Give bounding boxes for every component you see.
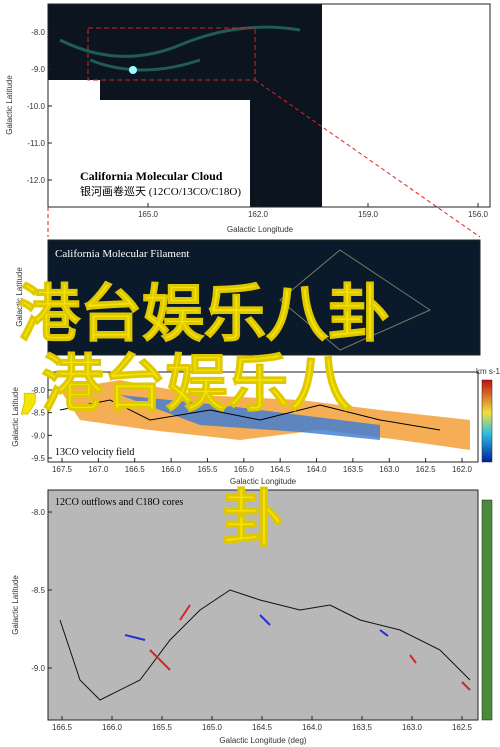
x-tick-label: 166.0: [102, 723, 123, 732]
x-tick-label: 165.0: [138, 210, 159, 219]
y-tick-label: -9.5: [31, 454, 45, 463]
contour: [59, 589, 471, 701]
x-tick-label: 165.0: [234, 465, 255, 474]
x-tick-label: 166.5: [52, 723, 73, 732]
zoom-box: [87, 27, 256, 81]
axes-frame: [47, 239, 481, 356]
y-tick-label: -8.0: [31, 386, 45, 395]
x-tick-label: 163.0: [379, 465, 400, 474]
overlay-text: 卦: [222, 482, 284, 555]
y-tick-label: -9.0: [31, 664, 45, 673]
y-tick-label: -12.0: [27, 176, 46, 185]
x-tick-label: 165.0: [202, 723, 223, 732]
y-tick-label: -9.0: [31, 431, 45, 440]
panel-bg: [48, 490, 478, 720]
panel-title: California Molecular Cloud: [80, 169, 223, 183]
emission: [59, 25, 301, 72]
colorbar: [481, 499, 493, 721]
y-tick-label: -8.5: [31, 409, 45, 418]
x-tick-label: 164.5: [270, 465, 291, 474]
y-label: Galactic Latitude: [11, 387, 20, 447]
axes-frame: [47, 371, 479, 463]
x-tick-label: 165.5: [197, 465, 218, 474]
y-tick-label: -8.5: [31, 586, 45, 595]
emission: [129, 66, 137, 74]
x-tick-label: 162.5: [416, 465, 437, 474]
colorbar-label: km s-1: [476, 367, 500, 376]
x-tick-label: 162.5: [452, 723, 473, 732]
x-tick-label: 164.0: [307, 465, 328, 474]
y-label: Galactic Latitude: [5, 75, 14, 135]
colorbar: [481, 379, 493, 463]
x-tick-label: 164.0: [302, 723, 323, 732]
panel-title: California Molecular Filament: [55, 248, 189, 260]
x-tick-label: 163.0: [402, 723, 423, 732]
x-tick-label: 156.0: [468, 210, 489, 219]
x-label: Galactic Longitude: [227, 225, 294, 234]
y-tick-label: -10.0: [27, 102, 46, 111]
panel-title: 12CO outflows and C18O cores: [55, 497, 183, 508]
x-tick-label: 165.5: [152, 723, 173, 732]
x-tick-label: 159.0: [358, 210, 379, 219]
outflow: [124, 614, 389, 641]
zoom-line: [254, 79, 481, 238]
region: [279, 249, 432, 351]
x-tick-label: 163.5: [343, 465, 364, 474]
x-tick-label: 167.5: [52, 465, 73, 474]
outflow: [149, 604, 471, 691]
x-tick-label: 164.5: [252, 723, 273, 732]
x-tick-label: 162.0: [248, 210, 269, 219]
panel-subtitle: 银河画卷巡天 (12CO/13CO/C18O): [80, 184, 241, 198]
y-label: Galactic Latitude: [15, 267, 24, 327]
x-tick-label: 167.0: [88, 465, 109, 474]
contour: [59, 399, 441, 431]
overlay-text: ,港台娱乐八: [18, 347, 353, 420]
y-tick-label: -9.0: [31, 65, 45, 74]
y-label: Galactic Latitude: [11, 575, 20, 635]
x-tick-label: 162.0: [452, 465, 473, 474]
axes-frame: [47, 489, 479, 721]
y-tick-label: -11.0: [27, 139, 45, 148]
y-tick-label: -8.0: [31, 508, 45, 517]
y-tick-label: -8.0: [31, 28, 45, 37]
x-tick-label: 166.0: [161, 465, 182, 474]
map-image: [48, 240, 480, 355]
x-tick-label: 163.5: [352, 723, 373, 732]
panel-title: 13CO velocity field: [55, 447, 134, 458]
x-tick-label: 166.5: [125, 465, 146, 474]
x-label: Galactic Longitude: [230, 477, 297, 486]
x-label: Galactic Longitude (deg): [219, 736, 307, 745]
overlay-text: 港台娱乐八卦: [18, 277, 390, 350]
